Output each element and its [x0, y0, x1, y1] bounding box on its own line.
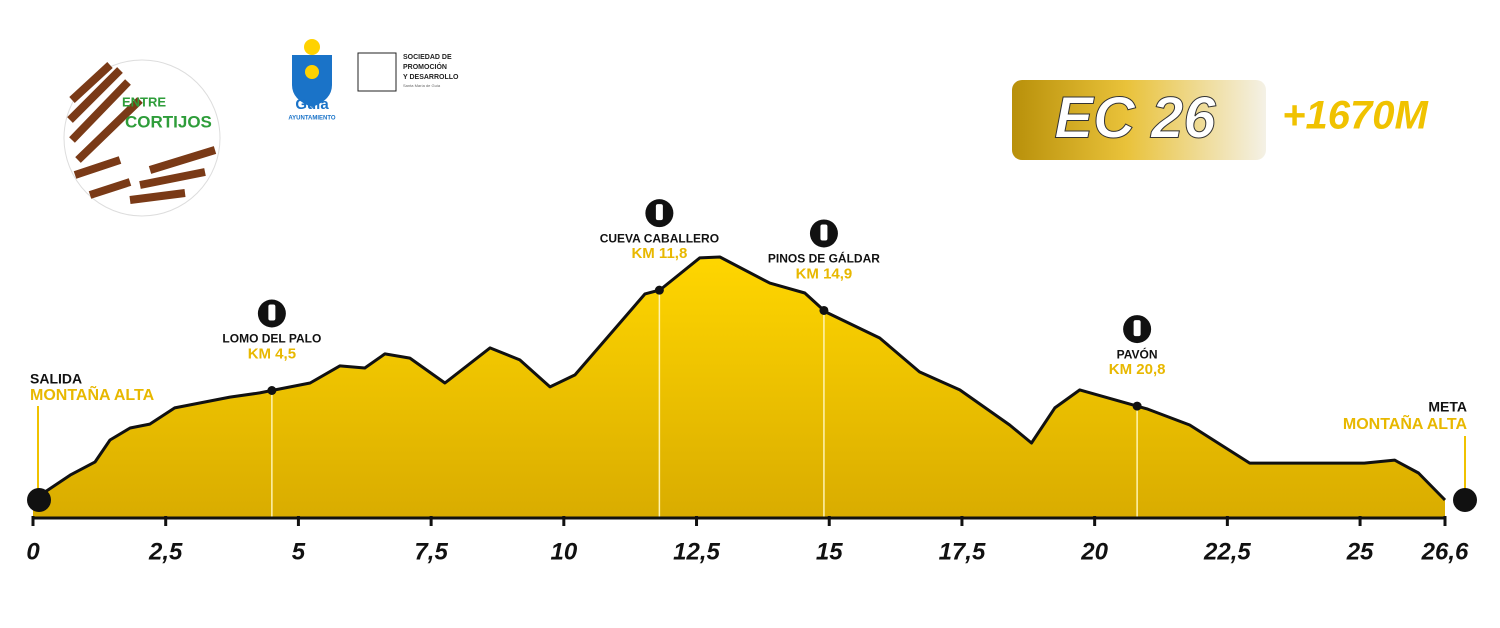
start-name: SALIDA — [30, 371, 82, 387]
x-tick-label: 20 — [1080, 538, 1108, 565]
profile-fill — [33, 257, 1445, 518]
x-tick-label: 22,5 — [1203, 538, 1251, 565]
entre-cortijos-logo: ENTRE CORTIJOS — [63, 59, 221, 217]
gain: +1670M — [1282, 94, 1429, 138]
x-tick-label: 10 — [550, 538, 577, 565]
logo-text: SOCIEDAD DE — [403, 54, 452, 61]
badge: EC 26 — [1054, 85, 1216, 150]
waypoint-name: CUEVA CABALLERO — [600, 231, 719, 245]
waypoint-dot — [654, 285, 664, 295]
logo-text: PROMOCIÓN — [403, 62, 447, 71]
sociedad-logo: SOCIEDAD DE PROMOCIÓN Y DESARROLLO Santa… — [357, 52, 459, 92]
water-bottle — [655, 204, 663, 221]
water-bottle — [820, 224, 828, 241]
profile-line — [32, 255, 1447, 502]
waypoint-km: KM 11,8 — [631, 245, 687, 262]
start-icon — [27, 488, 51, 512]
waypoint-km: KM 4,5 — [248, 345, 296, 362]
logo-text: AYUNTAMIENTO — [288, 116, 336, 122]
finish-icon — [1453, 488, 1477, 512]
waypoint-dot — [1132, 401, 1142, 411]
waypoint-dot — [267, 386, 277, 396]
x-tick-label: 0 — [26, 538, 40, 565]
x-tick-label: 12,5 — [673, 538, 720, 565]
waypoint-name: PAVÓN — [1117, 346, 1158, 361]
water-bottle — [1133, 320, 1141, 337]
x-tick-label: 15 — [816, 538, 843, 565]
x-tick-label: 17,5 — [939, 538, 986, 565]
x-tick-label: 2,5 — [148, 538, 183, 565]
badge-box — [1012, 80, 1266, 160]
x-tick-label: 25 — [1346, 538, 1374, 565]
logo-text: ENTRE — [122, 94, 166, 109]
logo-text: CORTIJOS — [125, 112, 212, 131]
waypoint-dot — [819, 305, 829, 315]
waypoint-name: PINOS DE GÁLDAR — [768, 251, 880, 266]
x-tick-label: 26,6 — [1421, 538, 1469, 565]
x-tick-label: 5 — [292, 538, 306, 565]
logo-text: Santa María de Guía — [403, 83, 441, 88]
logo-text: Guía — [295, 96, 329, 113]
logo-text: Y DESARROLLO — [403, 74, 459, 81]
water-bottle — [268, 304, 276, 321]
start-place: MONTAÑA ALTA — [30, 384, 155, 404]
finish-place: MONTAÑA ALTA — [1343, 413, 1468, 433]
waypoint-name: LOMO DEL PALO — [222, 332, 321, 346]
waypoint-km: KM 20,8 — [1109, 361, 1166, 378]
waypoint-km: KM 14,9 — [796, 265, 853, 282]
guia-logo: Guía AYUNTAMIENTO — [288, 39, 336, 122]
x-tick-label: 7,5 — [414, 538, 448, 565]
finish-name: META — [1428, 399, 1467, 415]
